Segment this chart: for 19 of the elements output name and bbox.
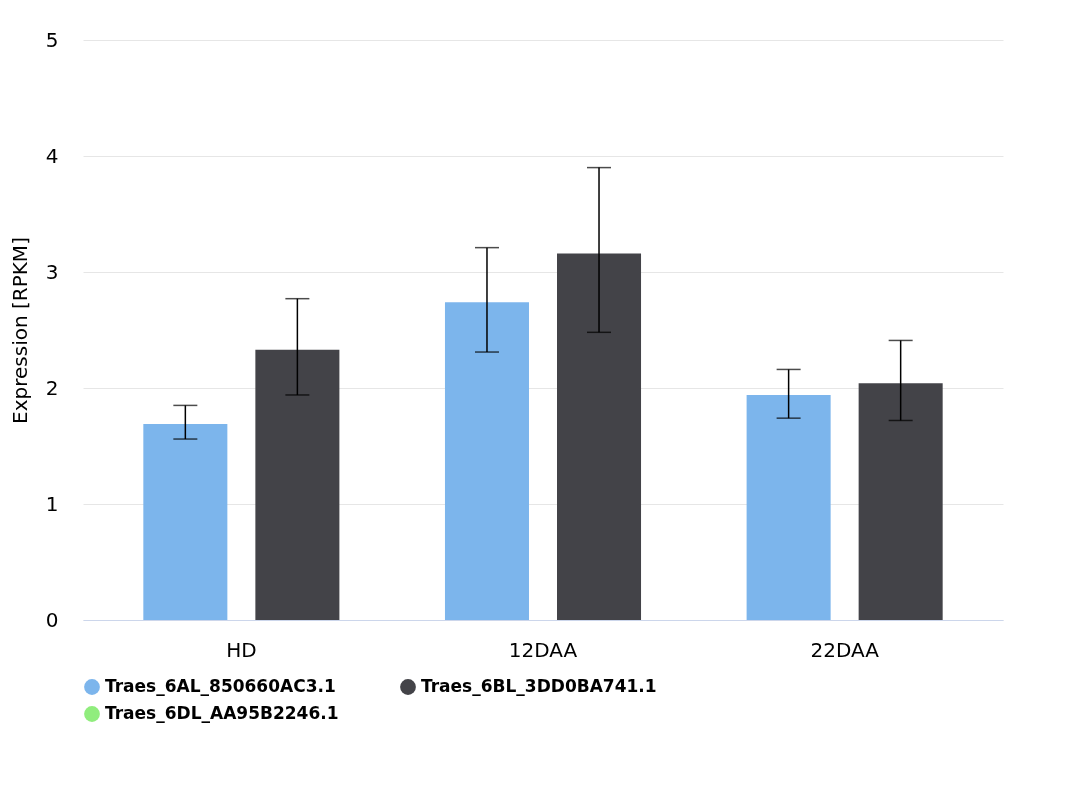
y-tick-label: 4 (45, 143, 59, 168)
legend-label: Traes_6DL_AA95B2246.1 (105, 703, 339, 723)
y-tick-label: 5 (45, 27, 59, 52)
y-tick-label: 1 (45, 491, 59, 516)
x-tick-label: HD (226, 637, 257, 662)
y-axis-title: Expression [RPKM] (7, 237, 32, 424)
x-tick-label: 22DAA (810, 637, 880, 662)
y-tick-label: 2 (45, 375, 59, 400)
legend-label: Traes_6BL_3DD0BA741.1 (421, 676, 657, 696)
y-tick-label: 0 (45, 607, 59, 632)
y-tick-label: 3 (45, 259, 59, 284)
bar (858, 383, 943, 620)
bar (255, 349, 340, 620)
x-tick-label: 12DAA (508, 637, 578, 662)
bar (143, 423, 228, 620)
bar (746, 394, 831, 620)
bar (557, 253, 642, 620)
bar (444, 302, 529, 620)
legend-label: Traes_6AL_850660AC3.1 (105, 676, 336, 696)
